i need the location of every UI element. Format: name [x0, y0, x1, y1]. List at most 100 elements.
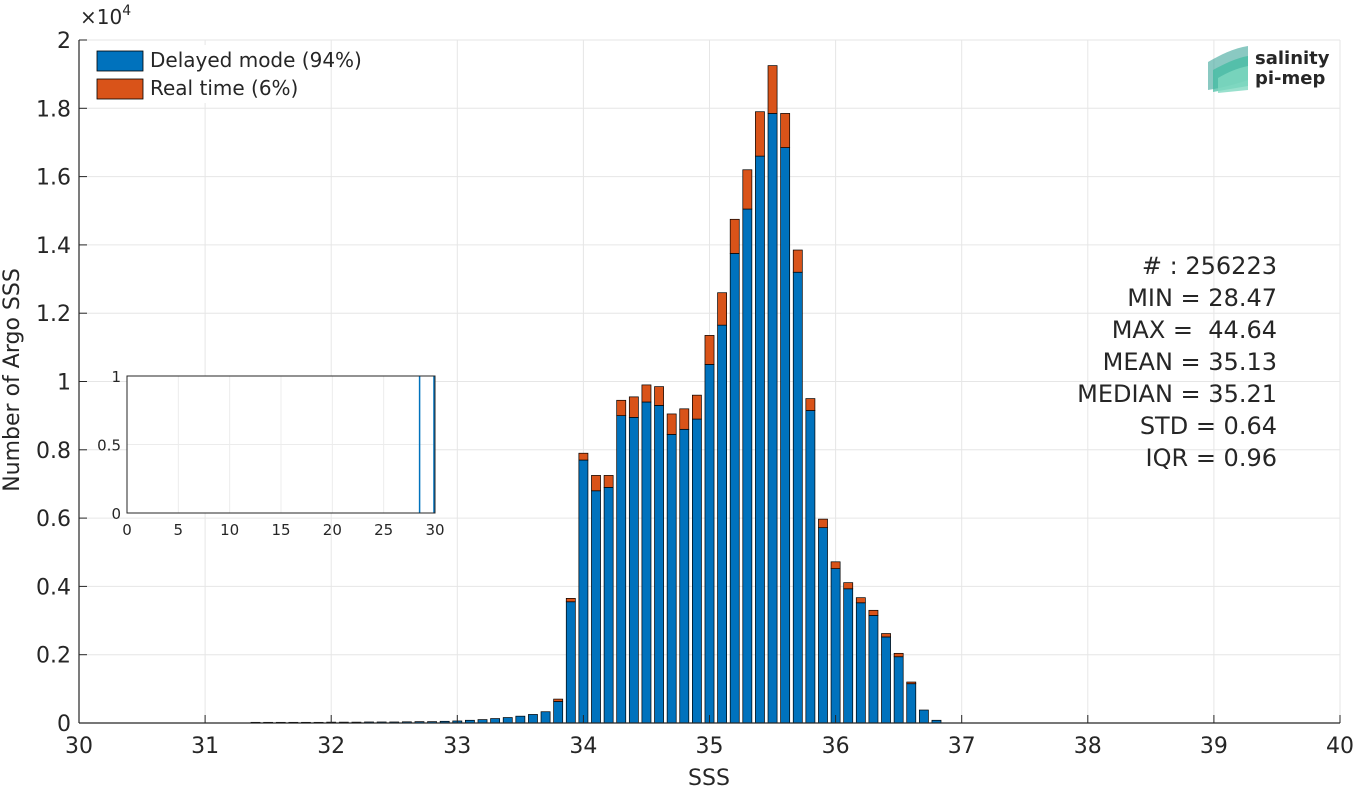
bar-delayed: [918, 709, 929, 724]
bar-delayed: [654, 405, 664, 724]
exponent-base: ×10: [80, 5, 122, 29]
stats-annotation: # : 256223 MIN = 28.47 MAX = 44.64 MEAN …: [1077, 252, 1277, 472]
y-tick-label: 0.8: [36, 439, 71, 464]
legend-swatch-delayed: [96, 50, 144, 72]
main-axes: [78, 39, 1341, 724]
legend-label-realtime: Real time (6%): [150, 76, 298, 100]
y-tick-label: 0.2: [36, 644, 71, 669]
y-tick-label: 0: [57, 712, 71, 737]
stat-count: # : 256223: [1142, 252, 1277, 280]
bar-delayed: [755, 155, 765, 724]
bar-delayed: [855, 602, 866, 724]
bar-delayed: [553, 701, 564, 724]
stat-median: MEDIAN = 35.21: [1077, 380, 1277, 408]
legend: Delayed mode (94%) Real time (6%): [88, 45, 362, 103]
main-tick-labels: 30 31 32 33 34 35 36 37 38 39 40 0 0.2 0.4 0.6 0.8 1 1.2 1…: [36, 29, 1354, 759]
y-exponent-label: ×104: [80, 3, 131, 29]
inset-tick-labels: 0 5 10 15 20 25 30 0 0.5 1: [97, 368, 444, 539]
inset-x-tick-label: 20: [323, 521, 342, 539]
bar-delayed: [679, 428, 690, 724]
bar-delayed: [704, 364, 715, 724]
bar-realtime: [893, 652, 904, 658]
bar-delayed: [616, 415, 627, 724]
bar-delayed: [565, 601, 576, 724]
bar-realtime: [553, 698, 564, 702]
bar-delayed: [603, 487, 614, 724]
bar-realtime: [843, 582, 854, 590]
inset-bars: [418, 376, 435, 513]
inset-x-tick-label: 15: [271, 521, 290, 539]
x-tick-label: 32: [317, 734, 345, 759]
exponent-power: 4: [122, 3, 131, 19]
bar-delayed: [628, 417, 639, 724]
bar-delayed: [591, 490, 601, 724]
bar-delayed: [666, 434, 677, 724]
bar-realtime: [641, 384, 652, 403]
bar-realtime: [717, 292, 727, 326]
y-tick-label: 1.8: [36, 97, 71, 122]
bar-delayed: [893, 656, 904, 724]
bar-realtime: [868, 609, 879, 616]
bar-realtime: [906, 681, 917, 685]
bar-realtime: [805, 398, 816, 411]
bar-realtime: [780, 113, 791, 148]
inset-y-tick-label: 1: [111, 368, 121, 386]
bar-delayed: [805, 410, 816, 724]
x-tick-label: 31: [191, 734, 219, 759]
bar-realtime: [578, 452, 589, 461]
logo-wave-icon-3: [1218, 66, 1248, 93]
bar-delayed: [780, 147, 791, 724]
stat-std: STD = 0.64: [1140, 412, 1277, 440]
x-tick-label: 33: [443, 734, 471, 759]
x-tick-label: 40: [1326, 734, 1354, 759]
x-tick-label: 34: [569, 734, 597, 759]
bar-realtime: [666, 413, 677, 435]
bar-realtime: [628, 396, 639, 418]
bar-delayed: [818, 527, 828, 724]
inset-x-tick-label: 25: [374, 521, 393, 539]
x-tick-label: 38: [1074, 734, 1102, 759]
bar-delayed: [692, 418, 702, 724]
stat-max: MAX = 44.64: [1112, 316, 1277, 344]
bar-realtime: [729, 218, 740, 254]
bar-delayed: [641, 401, 652, 724]
bar-realtime: [767, 65, 778, 114]
bar-delayed: [767, 113, 778, 724]
y-tick-label: 1.6: [36, 166, 71, 191]
inset-x-tick-label: 5: [174, 521, 184, 539]
bar-realtime: [818, 518, 828, 529]
stat-mean: MEAN = 35.13: [1103, 348, 1277, 376]
y-tick-label: 0.6: [36, 507, 71, 532]
inset-x-tick-label: 10: [220, 521, 239, 539]
inset-x-tick-label: 30: [425, 521, 444, 539]
inset-chart: 0 5 10 15 20 25 30 0 0.5 1: [97, 368, 444, 539]
x-tick-label: 39: [1200, 734, 1228, 759]
x-axis-label: SSS: [688, 766, 730, 789]
y-tick-label: 0.4: [36, 575, 71, 600]
bar-delayed: [515, 715, 526, 724]
bar-delayed: [868, 615, 879, 724]
bar-delayed: [742, 208, 753, 724]
bar-realtime: [565, 598, 576, 603]
bar-realtime: [792, 249, 803, 273]
inset-frame: [126, 375, 436, 514]
y-tick-label: 1: [57, 371, 71, 396]
bar-realtime: [591, 475, 601, 492]
inset-y-tick-label: 0.5: [97, 437, 121, 455]
bar-delayed: [881, 636, 891, 724]
inset-y-tick-label: 0: [111, 505, 121, 523]
inset-x-tick-label: 0: [122, 521, 132, 539]
x-tick-label: 37: [948, 734, 976, 759]
x-tick-label: 30: [65, 734, 93, 759]
bar-delayed: [717, 324, 727, 724]
bar-delayed: [502, 717, 513, 724]
salinity-pi-mep-logo: salinity pi-mep: [1208, 46, 1330, 93]
bar-delayed: [792, 271, 803, 724]
bar-delayed: [830, 568, 841, 724]
bar-realtime: [654, 386, 664, 406]
stat-iqr: IQR = 0.96: [1146, 444, 1277, 472]
logo-text-pimep: pi-mep: [1255, 68, 1325, 89]
bar-delayed: [490, 718, 501, 724]
bar-realtime: [755, 111, 765, 157]
bar-realtime: [742, 169, 753, 210]
